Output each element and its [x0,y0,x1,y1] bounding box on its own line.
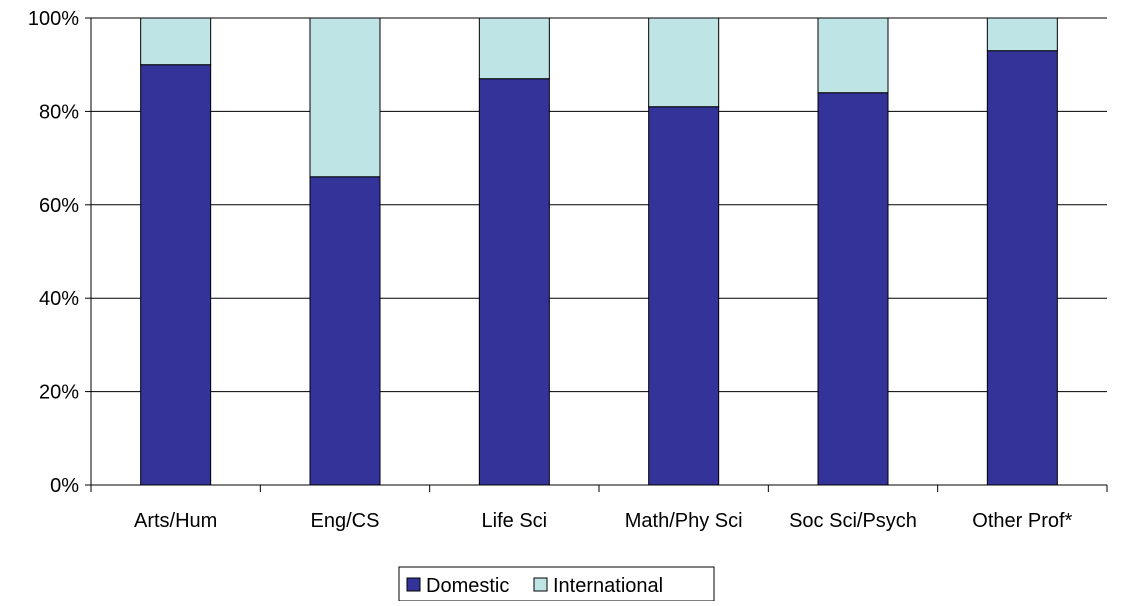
bar-international-arts-hum [140,17,212,66]
bar-international-eng-cs [309,17,381,178]
x-tick-label: Arts/Hum [134,510,217,532]
x-tick-label: Life Sci [482,510,548,532]
legend-swatch-domestic [406,577,421,592]
bar-domestic-life-sci [478,78,550,486]
bar-international-math-phy-sci [648,17,720,108]
legend-label-international: International [553,575,663,597]
bar-international-life-sci [478,17,550,80]
y-tick-label: 60% [39,195,79,217]
legend-swatch-international [533,577,548,592]
legend-box [398,566,715,602]
bar-domestic-math-phy-sci [648,106,720,486]
x-tick-label: Math/Phy Sci [625,510,743,532]
y-tick-label: 80% [39,101,79,123]
bar-international-soc-sci-psych [817,17,889,94]
bar-domestic-soc-sci-psych [817,92,889,486]
y-tick-label: 40% [39,288,79,310]
bar-domestic-other-prof [986,50,1058,486]
legend-label-domestic: Domestic [426,575,509,597]
bar-international-other-prof [986,17,1058,52]
x-tick-label: Soc Sci/Psych [789,510,917,532]
y-tick-label: 100% [28,8,79,30]
bar-domestic-eng-cs [309,176,381,486]
y-tick-label: 20% [39,382,79,404]
y-tick-label: 0% [50,475,79,497]
x-tick-label: Eng/CS [311,510,380,532]
x-tick-label: Other Prof* [972,510,1072,532]
bar-domestic-arts-hum [140,64,212,486]
